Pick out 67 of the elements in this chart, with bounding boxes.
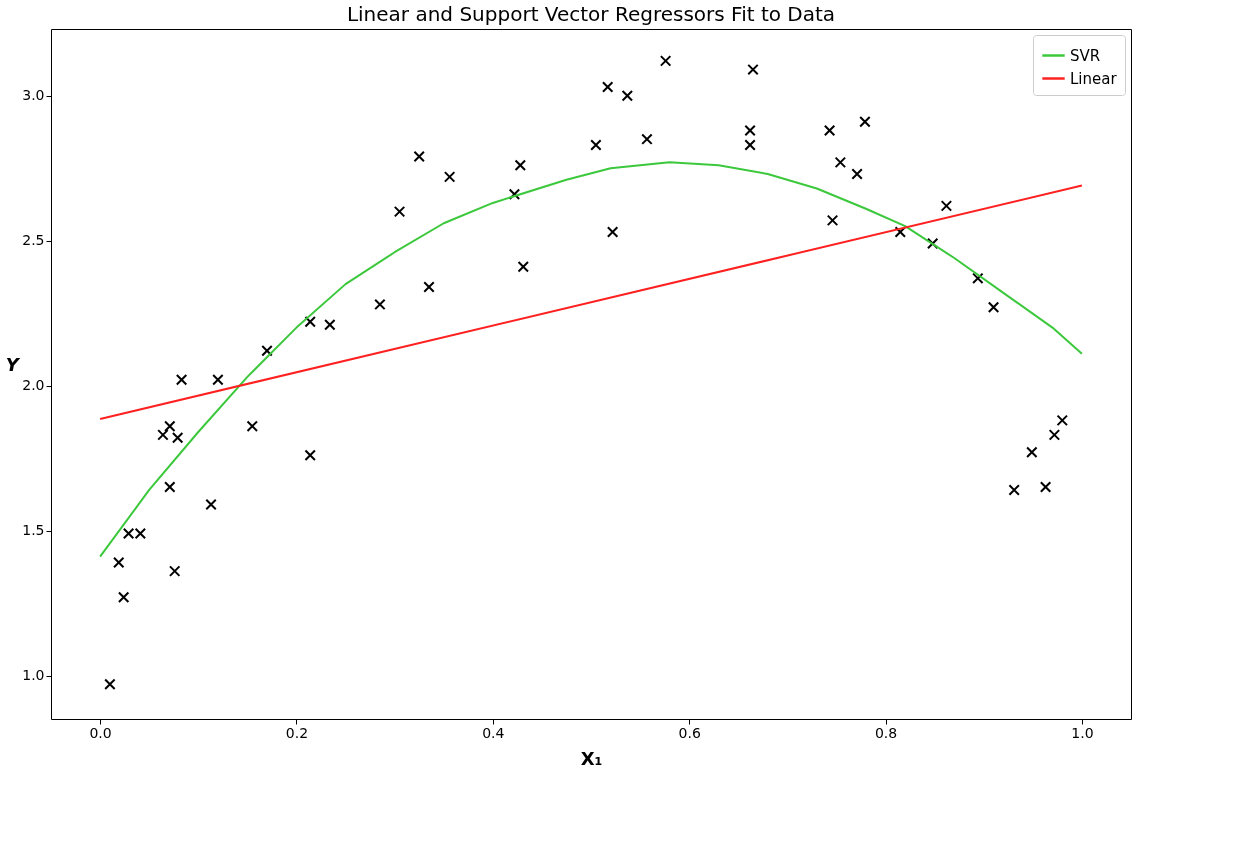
point xyxy=(324,318,336,331)
x-tick-label: 0.2 xyxy=(285,724,309,741)
x-axis-title: X₁ xyxy=(580,747,603,769)
point xyxy=(590,139,602,151)
y-axis-title: Y xyxy=(5,353,21,375)
point xyxy=(744,124,756,137)
point xyxy=(164,420,176,432)
point xyxy=(606,226,619,238)
point xyxy=(940,200,953,212)
x-tick-label: 0.4 xyxy=(482,724,505,741)
point xyxy=(1008,484,1020,496)
y-tick-label: 1.0 xyxy=(22,667,45,684)
line-series xyxy=(99,161,1083,558)
point xyxy=(744,139,756,151)
point xyxy=(423,281,435,293)
point xyxy=(834,156,847,169)
x-tick-label: 0.8 xyxy=(874,724,898,741)
point xyxy=(601,81,614,93)
point xyxy=(823,124,836,137)
point xyxy=(104,678,116,690)
point xyxy=(621,89,634,102)
point xyxy=(987,301,1000,314)
x-tick-label: 1.0 xyxy=(1071,724,1094,741)
point xyxy=(304,316,316,328)
point xyxy=(747,63,759,76)
point xyxy=(972,272,984,285)
point xyxy=(171,432,184,444)
point xyxy=(212,374,224,386)
point xyxy=(393,205,406,218)
point xyxy=(113,556,125,569)
point xyxy=(205,498,217,511)
y-tick-label: 2.0 xyxy=(22,377,45,394)
point xyxy=(1056,414,1069,427)
point xyxy=(826,214,839,227)
point xyxy=(168,565,181,577)
point xyxy=(261,345,273,357)
point xyxy=(894,226,907,238)
chart-title: Linear and Support Vector Regressors Fit to Data xyxy=(346,2,836,26)
point xyxy=(1039,481,1052,493)
point xyxy=(851,168,863,180)
point xyxy=(157,429,169,441)
legend-label: SVR xyxy=(1070,46,1101,65)
point xyxy=(304,449,316,461)
point xyxy=(374,298,386,311)
x-tick-label: 0.6 xyxy=(678,724,701,741)
point xyxy=(641,133,653,145)
point xyxy=(859,116,871,128)
point xyxy=(117,591,130,603)
y-tick-label: 3.0 xyxy=(22,87,45,104)
x-tick-label: 0.0 xyxy=(89,724,112,741)
point xyxy=(926,237,939,250)
point xyxy=(1048,429,1061,441)
point xyxy=(659,55,672,67)
point xyxy=(134,527,147,540)
point xyxy=(122,527,135,540)
point xyxy=(246,420,259,432)
y-tick-label: 2.5 xyxy=(22,232,45,249)
legend-label: Linear xyxy=(1070,69,1118,88)
point xyxy=(164,481,176,493)
point xyxy=(175,374,188,386)
point xyxy=(1026,446,1038,459)
point xyxy=(517,260,529,273)
point xyxy=(443,171,456,183)
point xyxy=(508,188,521,200)
point xyxy=(413,150,425,163)
point xyxy=(514,159,527,171)
y-tick-label: 1.5 xyxy=(22,522,45,539)
